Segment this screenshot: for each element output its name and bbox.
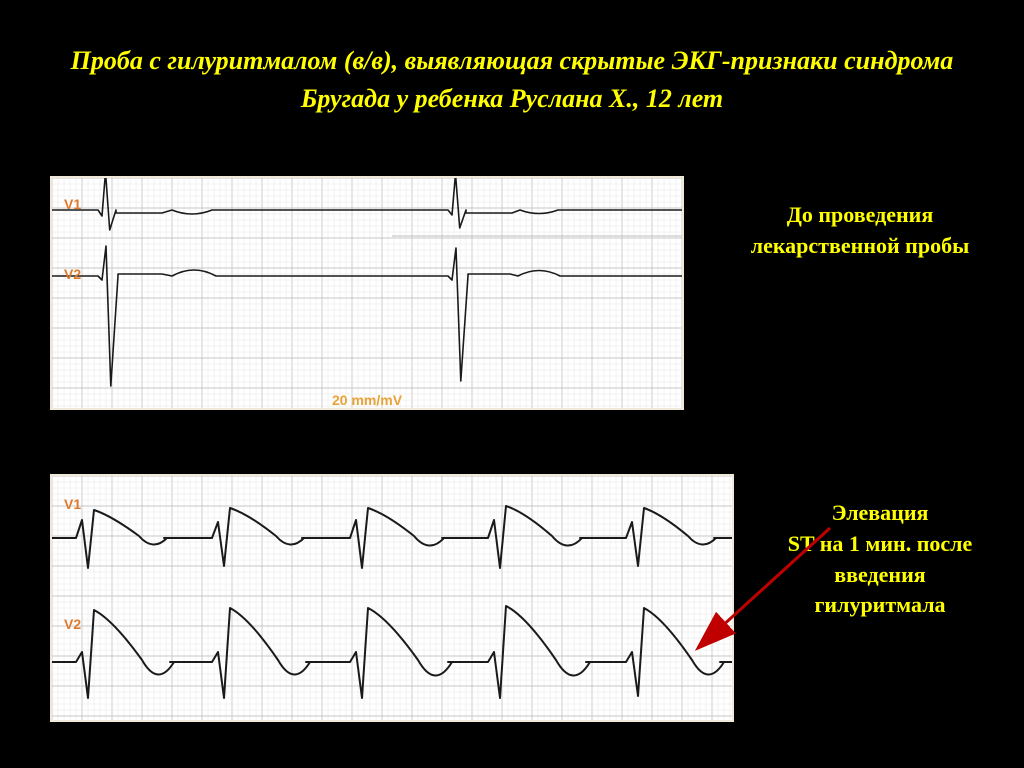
caption-after-line3: гилуритмала [770, 590, 990, 621]
ecg-svg-before [52, 178, 682, 408]
ecg-strip-before: V1 V2 20 mm/mV [50, 176, 684, 410]
caption-before: До проведения лекарственной пробы [720, 200, 1000, 262]
lead-label-v2-bottom: V2 [64, 616, 81, 632]
ecg-svg-after [52, 476, 732, 720]
lead-label-v1-bottom: V1 [64, 496, 81, 512]
slide-title: Проба с гилуритмалом (в/в), выявляющая с… [70, 42, 954, 117]
calibration-label-top: 20 mm/mV [332, 392, 402, 408]
caption-after-line1: Элевация [770, 498, 990, 529]
caption-after: Элевация ST на 1 мин. после введения гил… [770, 498, 990, 621]
lead-label-v1-top: V1 [64, 196, 81, 212]
slide: Проба с гилуритмалом (в/в), выявляющая с… [0, 0, 1024, 768]
lead-label-v2-top: V2 [64, 266, 81, 282]
caption-after-line2: ST на 1 мин. после введения [770, 529, 990, 591]
ecg-strip-after: V1 V2 [50, 474, 734, 722]
